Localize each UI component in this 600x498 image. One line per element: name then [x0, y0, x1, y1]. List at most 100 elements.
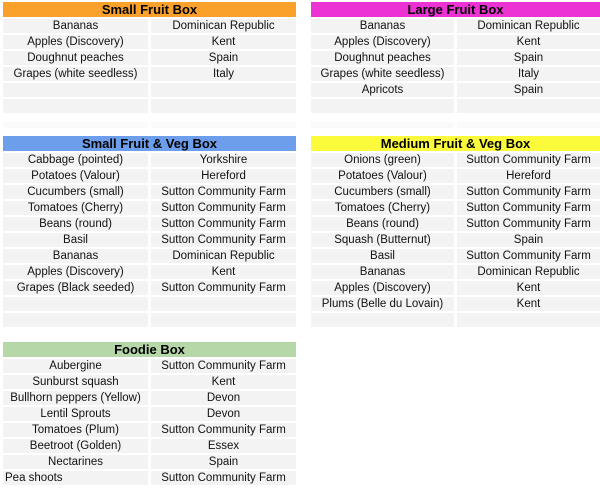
table-row: Aubergine Sutton Community Farm: [3, 359, 296, 373]
origin-cell[interactable]: Sutton Community Farm: [457, 201, 600, 215]
origin-cell[interactable]: Sutton Community Farm: [457, 153, 600, 167]
item-cell[interactable]: Potatoes (Valour): [311, 169, 454, 183]
origin-cell[interactable]: Spain: [457, 51, 600, 65]
item-cell[interactable]: Basil: [311, 249, 454, 263]
table-row: Basil Sutton Community Farm: [311, 249, 600, 263]
origin-cell[interactable]: Dominican Republic: [457, 265, 600, 279]
item-cell[interactable]: Bananas: [3, 249, 148, 263]
origin-cell[interactable]: Kent: [457, 35, 600, 49]
origin-cell[interactable]: Sutton Community Farm: [151, 423, 296, 437]
item-cell[interactable]: Nectarines: [3, 455, 148, 469]
item-cell[interactable]: [311, 313, 454, 327]
item-cell[interactable]: Onions (green): [311, 153, 454, 167]
item-cell[interactable]: Apples (Discovery): [311, 35, 454, 49]
origin-cell[interactable]: Essex: [151, 439, 296, 453]
origin-cell[interactable]: Sutton Community Farm: [151, 471, 296, 485]
item-cell[interactable]: Potatoes (Valour): [3, 169, 148, 183]
origin-cell[interactable]: Italy: [151, 67, 296, 81]
table-title-foodie-box[interactable]: Foodie Box: [3, 342, 296, 357]
table-row: Bullhorn peppers (Yellow) Devon: [3, 391, 296, 405]
item-cell[interactable]: Lentil Sprouts: [3, 407, 148, 421]
origin-cell[interactable]: Sutton Community Farm: [151, 217, 296, 231]
item-cell[interactable]: [311, 99, 454, 113]
origin-cell[interactable]: Hereford: [457, 169, 600, 183]
item-cell[interactable]: Squash (Butternut): [311, 233, 454, 247]
item-cell[interactable]: Bananas: [3, 19, 148, 33]
origin-cell[interactable]: Dominican Republic: [151, 249, 296, 263]
item-cell[interactable]: Grapes (white seedless): [3, 67, 148, 81]
item-cell[interactable]: Tomatoes (Cherry): [3, 201, 148, 215]
item-cell[interactable]: Cucumbers (small): [311, 185, 454, 199]
item-cell[interactable]: Tomatoes (Plum): [3, 423, 148, 437]
item-cell[interactable]: Doughnut peaches: [311, 51, 454, 65]
item-cell[interactable]: Bullhorn peppers (Yellow): [3, 391, 148, 405]
item-cell[interactable]: Apples (Discovery): [3, 35, 148, 49]
item-cell[interactable]: Cabbage (pointed): [3, 153, 148, 167]
item-cell[interactable]: Beans (round): [311, 217, 454, 231]
item-cell[interactable]: [3, 297, 148, 311]
item-cell[interactable]: [3, 99, 148, 113]
origin-cell[interactable]: Yorkshire: [151, 153, 296, 167]
origin-cell[interactable]: Spain: [151, 51, 296, 65]
origin-cell[interactable]: Hereford: [151, 169, 296, 183]
item-cell[interactable]: Beetroot (Golden): [3, 439, 148, 453]
origin-cell[interactable]: Kent: [457, 281, 600, 295]
origin-cell[interactable]: [151, 313, 296, 327]
origin-cell[interactable]: Dominican Republic: [457, 19, 600, 33]
origin-cell[interactable]: Spain: [457, 83, 600, 97]
origin-cell[interactable]: Kent: [151, 35, 296, 49]
origin-cell[interactable]: Spain: [457, 233, 600, 247]
origin-cell[interactable]: Kent: [457, 297, 600, 311]
origin-cell[interactable]: [457, 313, 600, 327]
item-cell[interactable]: Apples (Discovery): [311, 281, 454, 295]
origin-cell[interactable]: Dominican Republic: [151, 19, 296, 33]
origin-cell[interactable]: Spain: [151, 455, 296, 469]
item-cell[interactable]: Basil: [3, 233, 148, 247]
item-cell[interactable]: [3, 313, 148, 327]
item-cell[interactable]: Apricots: [311, 83, 454, 97]
item-cell[interactable]: Apples (Discovery): [3, 265, 148, 279]
table-medium-fruit-veg-box: Medium Fruit & Veg Box Onions (green) Su…: [311, 136, 600, 329]
item-cell[interactable]: Pea shoots: [3, 471, 148, 485]
item-cell[interactable]: Grapes (Black seeded): [3, 281, 148, 295]
table-row: Basil Sutton Community Farm: [3, 233, 296, 247]
origin-cell[interactable]: Kent: [151, 375, 296, 389]
item-cell[interactable]: Beans (round): [3, 217, 148, 231]
origin-cell[interactable]: Sutton Community Farm: [457, 185, 600, 199]
origin-cell[interactable]: Kent: [151, 265, 296, 279]
item-cell[interactable]: Cucumbers (small): [3, 185, 148, 199]
origin-cell[interactable]: Devon: [151, 407, 296, 421]
table-title-small-fruit-veg-box[interactable]: Small Fruit & Veg Box: [3, 136, 296, 151]
origin-cell[interactable]: Italy: [457, 67, 600, 81]
table-row: Cucumbers (small) Sutton Community Farm: [3, 185, 296, 199]
origin-cell[interactable]: Sutton Community Farm: [151, 185, 296, 199]
table-row: Potatoes (Valour) Hereford: [3, 169, 296, 183]
item-cell[interactable]: Plums (Belle du Lovain): [311, 297, 454, 311]
item-cell[interactable]: Grapes (white seedless): [311, 67, 454, 81]
table-row: Potatoes (Valour) Hereford: [311, 169, 600, 183]
item-cell[interactable]: Bananas: [311, 19, 454, 33]
table-title-medium-fruit-veg-box[interactable]: Medium Fruit & Veg Box: [311, 136, 600, 151]
origin-cell[interactable]: Sutton Community Farm: [457, 217, 600, 231]
table-row: Bananas Dominican Republic: [3, 19, 296, 33]
origin-cell[interactable]: Sutton Community Farm: [457, 249, 600, 263]
item-cell[interactable]: Bananas: [311, 265, 454, 279]
origin-cell[interactable]: [151, 297, 296, 311]
table-row: Grapes (white seedless) Italy: [3, 67, 296, 81]
origin-cell[interactable]: Sutton Community Farm: [151, 201, 296, 215]
origin-cell[interactable]: Sutton Community Farm: [151, 281, 296, 295]
table-title-small-fruit-box[interactable]: Small Fruit Box: [3, 2, 296, 17]
origin-cell[interactable]: [457, 99, 600, 113]
origin-cell[interactable]: Sutton Community Farm: [151, 359, 296, 373]
origin-cell[interactable]: [151, 83, 296, 97]
item-cell[interactable]: Tomatoes (Cherry): [311, 201, 454, 215]
item-cell[interactable]: Doughnut peaches: [3, 51, 148, 65]
origin-cell[interactable]: Sutton Community Farm: [151, 233, 296, 247]
item-cell[interactable]: Sunburst squash: [3, 375, 148, 389]
table-title-large-fruit-box[interactable]: Large Fruit Box: [311, 2, 600, 17]
table-row: Grapes (white seedless) Italy: [311, 67, 600, 81]
origin-cell[interactable]: [151, 99, 296, 113]
item-cell[interactable]: [3, 83, 148, 97]
origin-cell[interactable]: Devon: [151, 391, 296, 405]
item-cell[interactable]: Aubergine: [3, 359, 148, 373]
